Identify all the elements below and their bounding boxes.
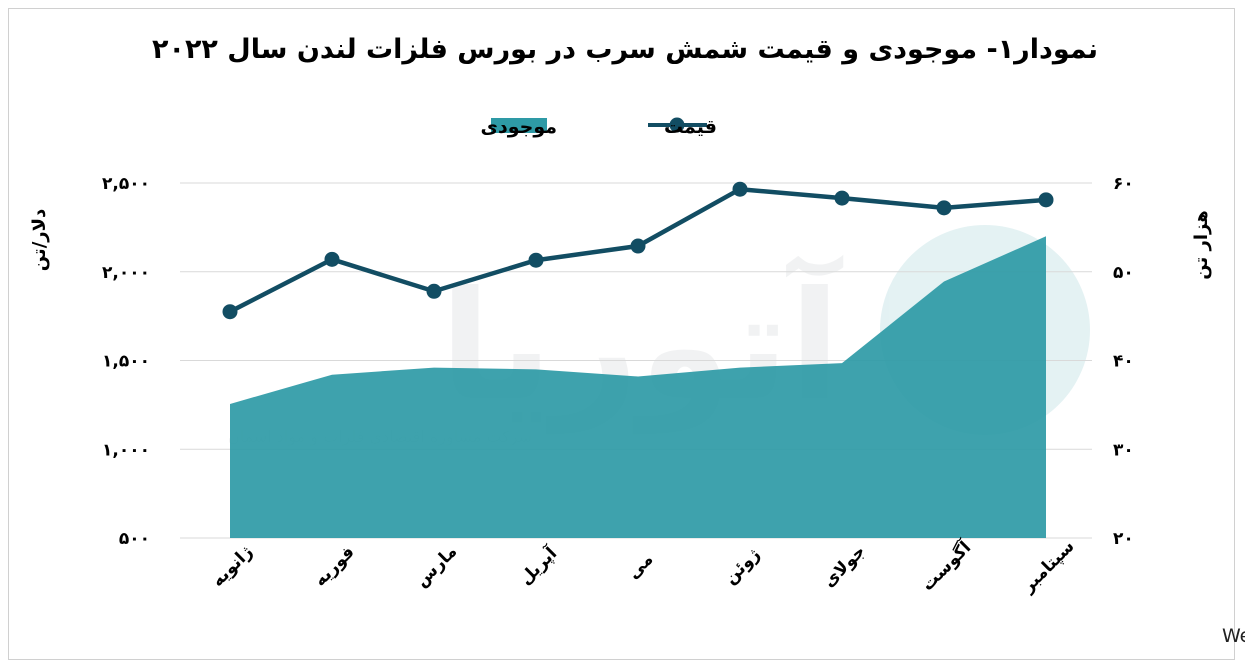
price-point: [1038, 192, 1054, 208]
price-point: [630, 238, 646, 254]
inventory-area: [230, 236, 1046, 538]
category-label: فوریه: [310, 542, 358, 590]
right-tick-label: ۳۰: [1113, 440, 1134, 460]
left-tick-label: ۲,۰۰۰: [102, 263, 150, 283]
price-point: [324, 251, 340, 267]
left-axis-ticks: ۵۰۰ ۱,۰۰۰ ۱,۵۰۰ ۲,۰۰۰ ۲,۵۰۰: [102, 174, 150, 549]
category-label: جولای: [819, 541, 869, 591]
price-point: [936, 200, 952, 216]
right-axis-ticks: ۲۰ ۳۰ ۴۰ ۵۰ ۶۰: [1113, 174, 1134, 549]
category-label: سپتامبر: [1018, 536, 1079, 597]
price-point: [834, 190, 850, 206]
left-tick-label: ۱,۰۰۰: [102, 440, 150, 460]
right-tick-label: ۴۰: [1113, 352, 1134, 372]
chart-title: نمودار۱- موجودی و قیمت شمش سرب در بورس ف…: [152, 34, 1098, 65]
legend-label-inventory: موجودی: [481, 116, 557, 138]
source-label: منبع: Westmetal: [1222, 625, 1245, 647]
left-axis-title: دلار/تن: [29, 209, 50, 272]
left-tick-label: ۲,۵۰۰: [102, 174, 150, 194]
price-point: [222, 304, 238, 320]
legend-marker-price: [669, 117, 685, 133]
right-axis-title: هزار تن: [1191, 210, 1212, 279]
right-tick-label: ۲۰: [1113, 529, 1134, 549]
category-label: ژانویه: [208, 542, 257, 591]
left-tick-label: ۵۰۰: [119, 529, 150, 549]
inventory-area-layer: [230, 236, 1046, 538]
category-label: مارس: [412, 542, 462, 592]
right-tick-label: ۵۰: [1113, 263, 1134, 283]
price-point: [528, 252, 544, 268]
category-labels: ژانویه فوریه مارس آپریل می ژوئن جولای آگوست سپتا…: [208, 536, 1079, 598]
right-tick-label: ۶۰: [1113, 174, 1134, 194]
price-point: [426, 283, 442, 299]
legend: موجودی قیمت: [481, 116, 717, 138]
category-label: می: [624, 550, 658, 584]
price-point: [732, 181, 748, 197]
category-label: آگوست: [916, 536, 976, 596]
legend-swatch-inventory: [491, 118, 547, 133]
price-line-layer: [222, 181, 1054, 320]
category-label: آپریل: [514, 541, 562, 589]
left-tick-label: ۱,۵۰۰: [102, 352, 150, 372]
category-label: ژوئن: [721, 545, 765, 589]
legend-label-price: قیمت: [664, 116, 717, 138]
